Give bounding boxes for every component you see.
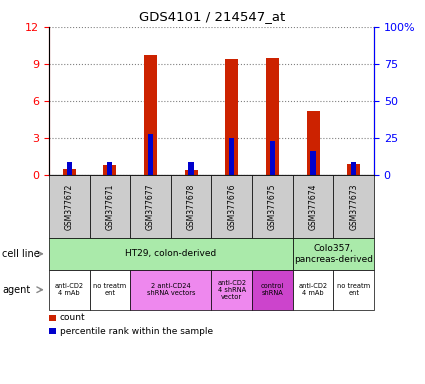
- Bar: [270, 141, 275, 175]
- Bar: [107, 162, 113, 175]
- Bar: [103, 165, 116, 175]
- Text: Colo357,
pancreas-derived: Colo357, pancreas-derived: [294, 244, 373, 263]
- Text: control
shRNA: control shRNA: [261, 283, 284, 296]
- Bar: [188, 162, 194, 175]
- Bar: [148, 134, 153, 175]
- Text: GSM377676: GSM377676: [227, 183, 236, 230]
- Bar: [184, 170, 198, 175]
- Bar: [347, 164, 360, 175]
- Text: no treatm
ent: no treatm ent: [93, 283, 126, 296]
- Bar: [310, 151, 316, 175]
- Text: GSM377678: GSM377678: [187, 183, 196, 230]
- Text: anti-CD2
4 mAb: anti-CD2 4 mAb: [55, 283, 84, 296]
- Bar: [351, 162, 356, 175]
- Text: no treatm
ent: no treatm ent: [337, 283, 370, 296]
- Text: anti-CD2
4 shRNA
vector: anti-CD2 4 shRNA vector: [217, 280, 246, 300]
- Text: count: count: [60, 313, 85, 323]
- Text: GSM377674: GSM377674: [309, 183, 317, 230]
- Text: GSM377672: GSM377672: [65, 183, 74, 230]
- Bar: [67, 162, 72, 175]
- Text: cell line: cell line: [2, 249, 40, 259]
- Bar: [63, 169, 76, 175]
- Text: anti-CD2
4 mAb: anti-CD2 4 mAb: [298, 283, 328, 296]
- Text: GSM377673: GSM377673: [349, 183, 358, 230]
- Text: GSM377677: GSM377677: [146, 183, 155, 230]
- Text: agent: agent: [2, 285, 30, 295]
- Text: GSM377675: GSM377675: [268, 183, 277, 230]
- Bar: [229, 138, 235, 175]
- Bar: [306, 111, 320, 175]
- Text: GDS4101 / 214547_at: GDS4101 / 214547_at: [139, 10, 286, 23]
- Text: percentile rank within the sample: percentile rank within the sample: [60, 326, 213, 336]
- Text: 2 anti-CD24
shRNA vectors: 2 anti-CD24 shRNA vectors: [147, 283, 195, 296]
- Bar: [225, 59, 238, 175]
- Text: HT29, colon-derived: HT29, colon-derived: [125, 249, 216, 258]
- Bar: [266, 58, 279, 175]
- Bar: [144, 55, 157, 175]
- Text: GSM377671: GSM377671: [105, 183, 114, 230]
